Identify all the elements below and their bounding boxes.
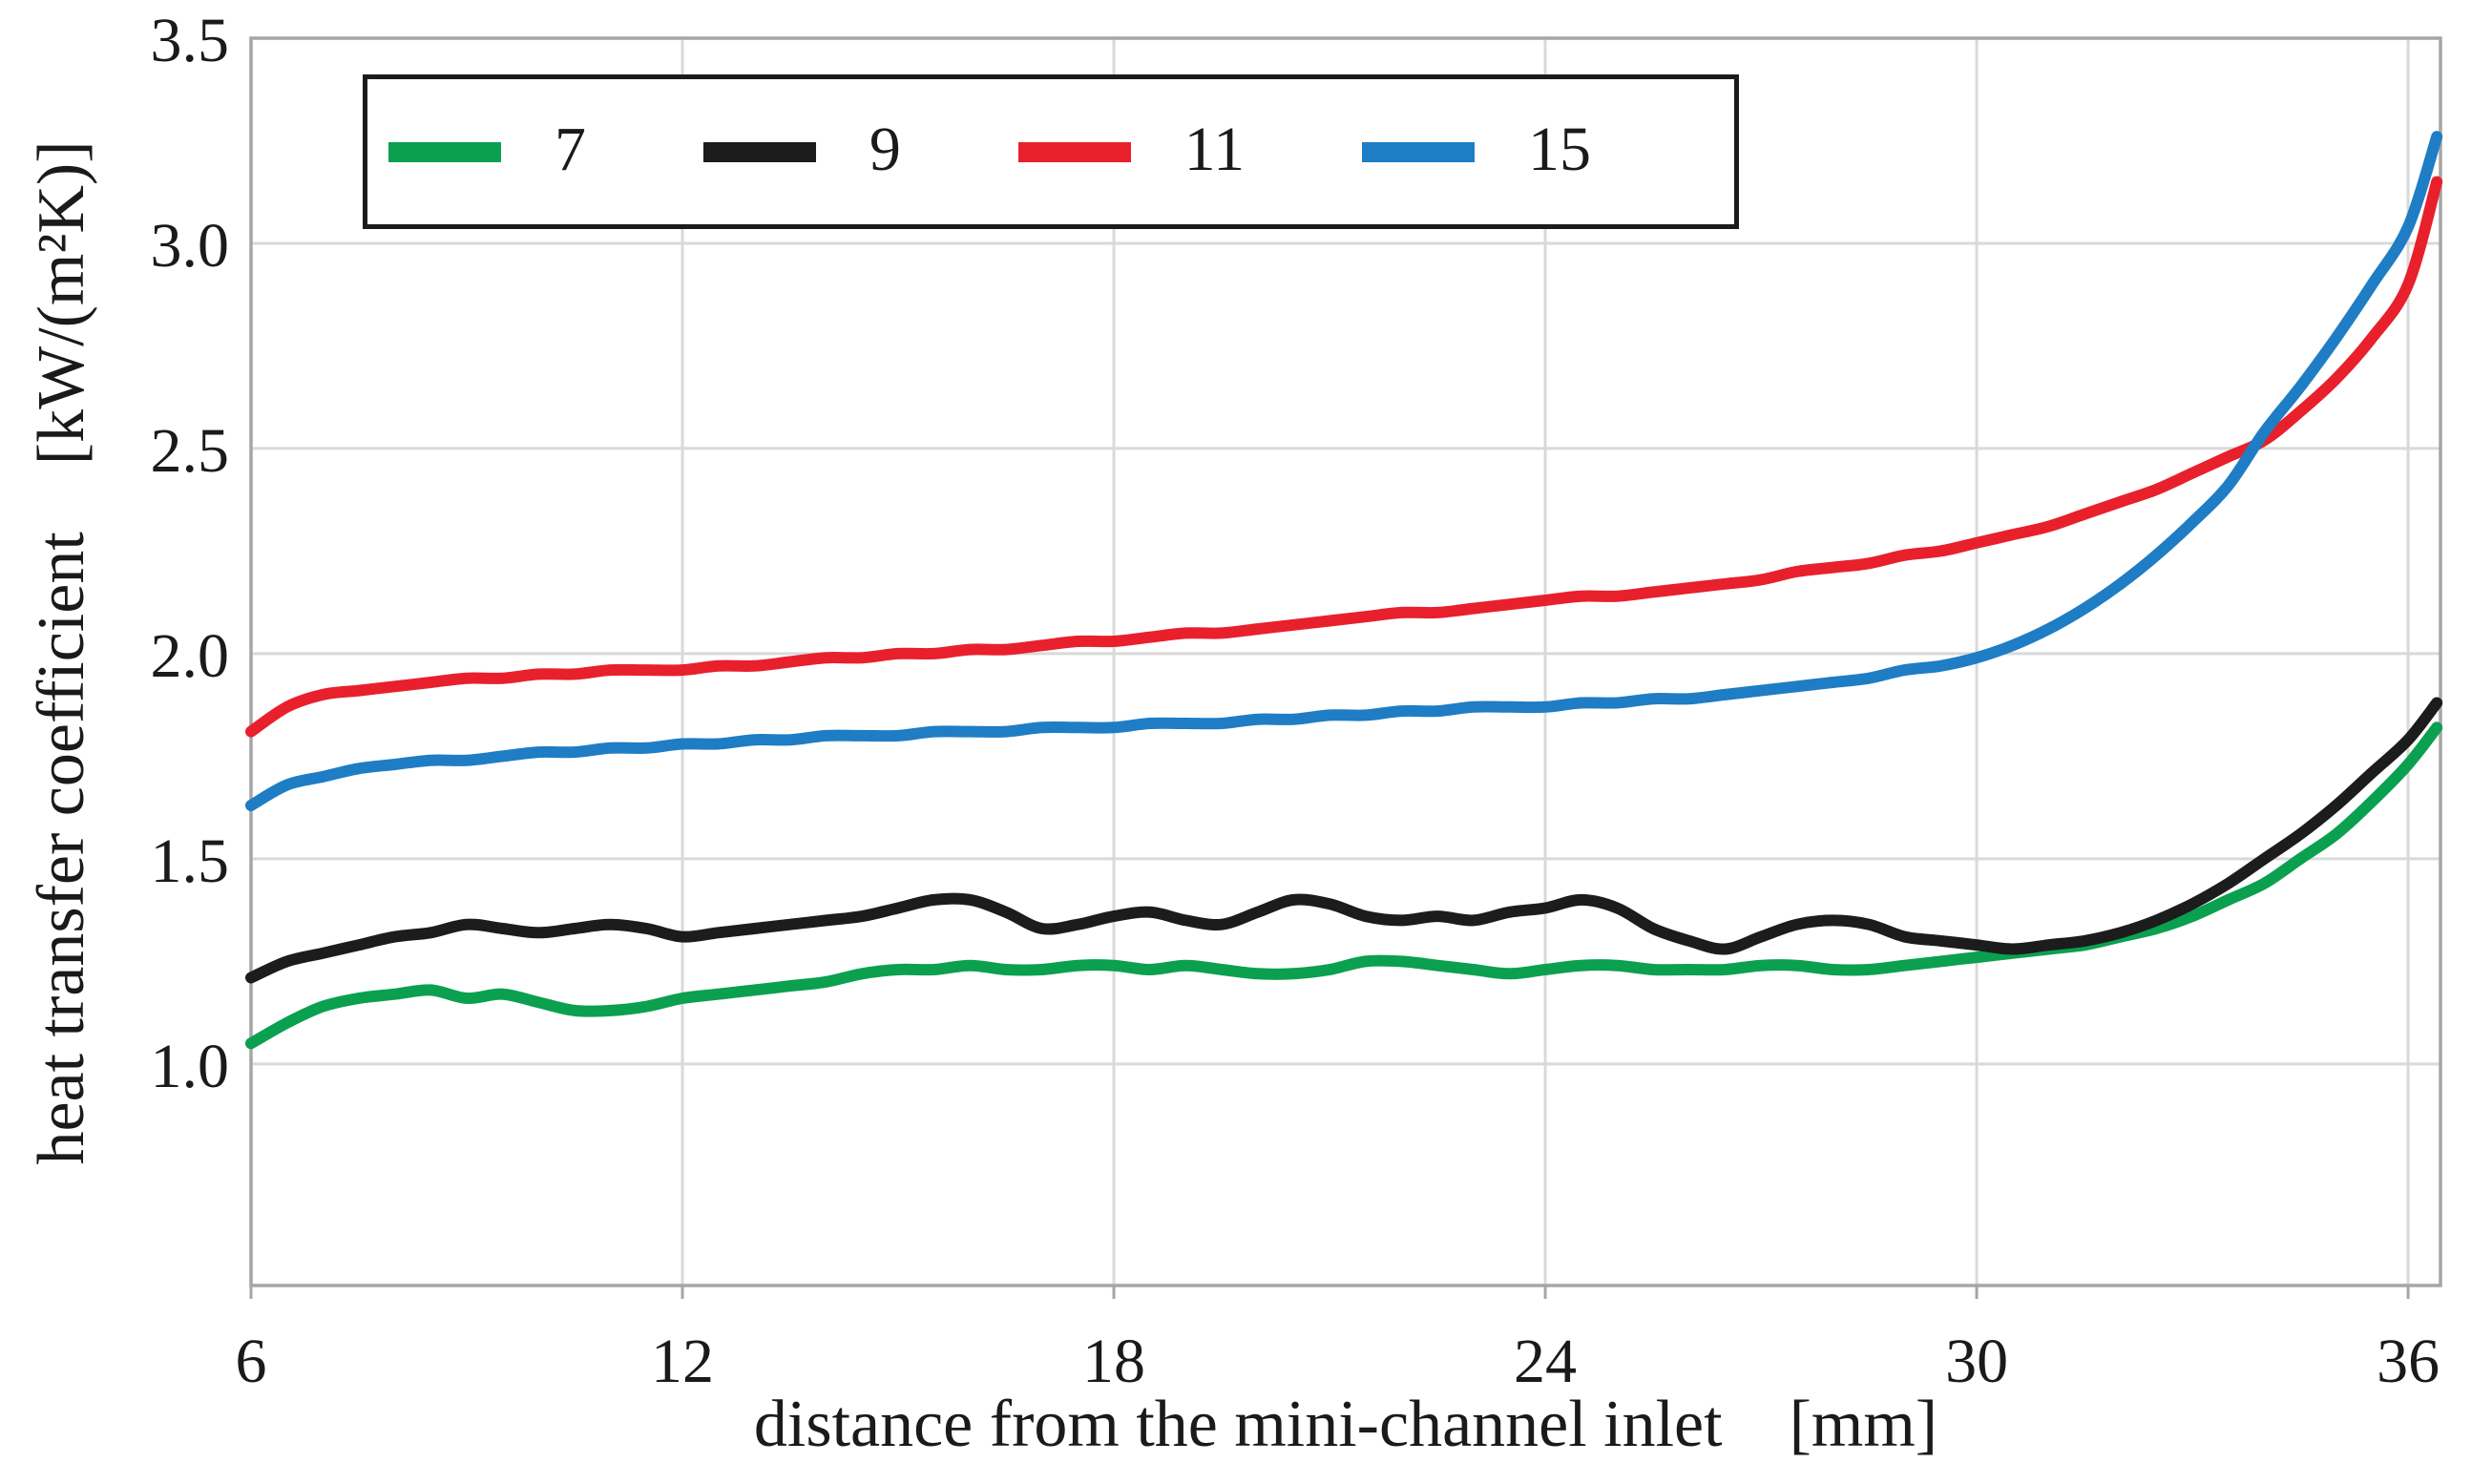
series-line-15 <box>245 131 2443 811</box>
x-tick-label: 36 <box>2377 1327 2440 1396</box>
x-tick-label: 24 <box>1514 1327 1577 1396</box>
x-tick-label: 6 <box>236 1327 267 1396</box>
y-tick-label: 1.0 <box>151 1032 230 1101</box>
legend-item-7: 7 <box>388 118 586 185</box>
legend-label-11: 11 <box>1183 115 1246 184</box>
legend-swatch-red <box>1017 141 1131 162</box>
legend-label-15: 15 <box>1528 115 1591 184</box>
series-line-7 <box>245 721 2443 1050</box>
y-tick-label: 3.5 <box>151 6 230 75</box>
y-tick-label: 2.0 <box>151 621 230 691</box>
x-axis-title: distance from the mini-channel inlet [mm… <box>753 1388 1938 1461</box>
legend-swatch-blue <box>1362 141 1475 162</box>
x-tick-label: 30 <box>1945 1327 2008 1396</box>
series-line-11 <box>245 176 2443 738</box>
y-axis-title: heat transfer coefficient [kW/(m²K)] <box>25 140 98 1165</box>
legend-swatch-black <box>702 141 816 162</box>
legend-label-9: 9 <box>869 115 901 184</box>
plot-frame <box>249 36 2442 1287</box>
y-tick-label: 3.0 <box>151 211 230 281</box>
legend-label-7: 7 <box>555 115 586 184</box>
legend-item-9: 9 <box>702 115 901 185</box>
legend-item-11: 11 <box>1017 115 1246 185</box>
legend-item-15: 15 <box>1362 118 1591 185</box>
legend-swatch-green <box>388 141 501 162</box>
y-tick-label: 1.5 <box>151 826 230 896</box>
series-line-9 <box>245 697 2443 984</box>
legend: 7 9 11 15 <box>363 74 1739 229</box>
x-tick-label: 18 <box>1082 1327 1145 1396</box>
y-tick-label: 2.5 <box>151 416 230 486</box>
x-tick-label: 12 <box>651 1327 714 1396</box>
